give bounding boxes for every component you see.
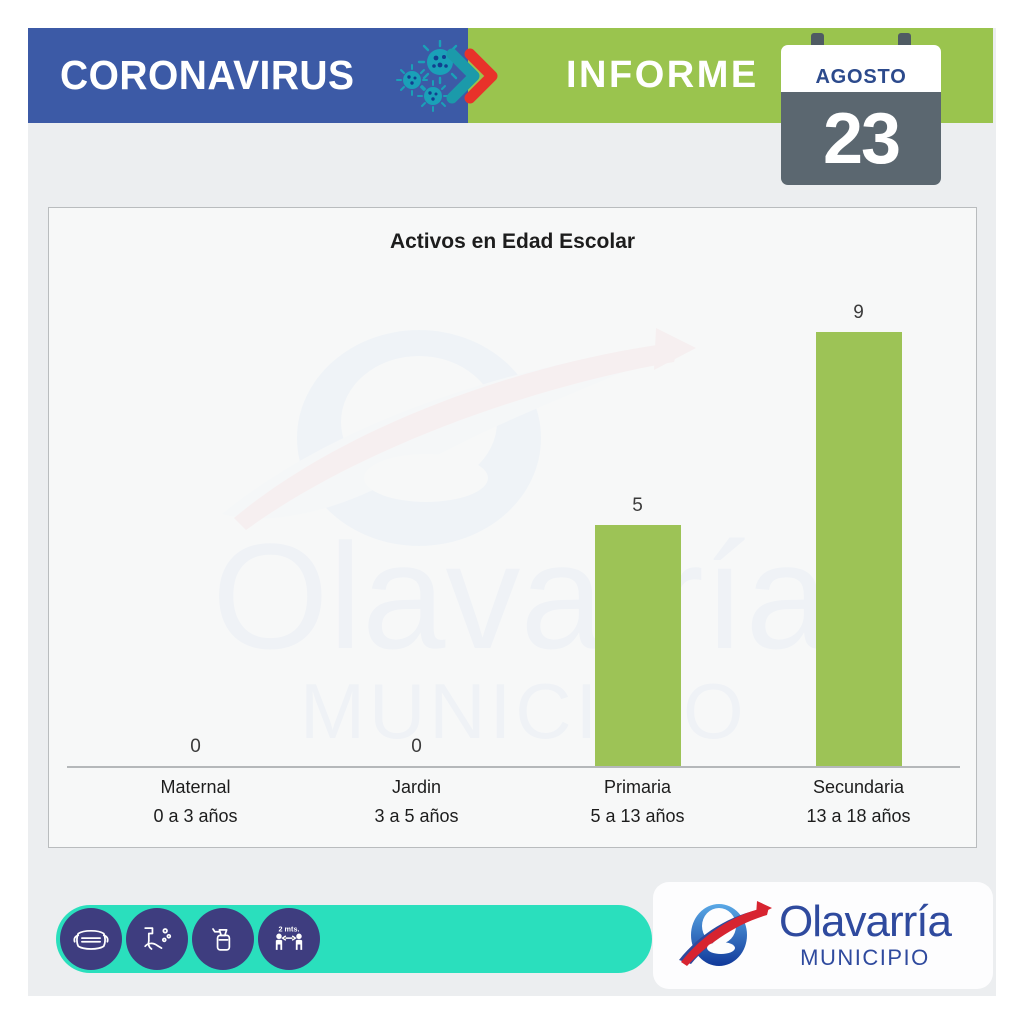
sanitizer-spray-icon [192,908,254,970]
social-distance-icon: 2 mts. [258,908,320,970]
calendar-body: 23 [781,92,941,185]
x-axis-line [67,766,960,768]
bar-slot-primaria: 5 [527,268,748,766]
bar-slot-jardin: 0 [306,268,527,766]
header-blue-panel: CORONAVIRUS [28,28,468,123]
olavarria-logo-text: Olavarría MUNICIPIO [779,897,952,971]
bar-value-primaria: 5 [632,495,643,516]
x-label-jardin: Jardin 3 a 5 años [306,773,527,831]
report-label: INFORME [566,54,759,96]
x-label-maternal-name: Maternal [160,777,231,797]
x-label-maternal-range: 0 a 3 años [153,806,238,826]
calendar-day: 23 [822,98,901,179]
calendar-month: AGOSTO [815,66,907,88]
bar-value-maternal: 0 [190,736,201,757]
calendar-header: AGOSTO [781,45,941,92]
x-label-primaria-range: 5 a 13 años [590,806,685,826]
calendar-date-badge: AGOSTO 23 [781,33,941,185]
x-axis-labels: Maternal 0 a 3 años Jardin 3 a 5 años Pr… [67,773,960,843]
x-label-primaria-name: Primaria [603,777,671,797]
x-label-secundaria: Secundaria 13 a 18 años [748,773,969,831]
page-title: CORONAVIRUS [60,52,355,98]
x-label-secundaria-name: Secundaria [812,777,905,797]
bar-slot-maternal: 0 [85,268,306,766]
x-label-jardin-name: Jardin [391,777,442,797]
bar-primaria[interactable] [594,525,681,766]
olavarria-logo-card: Olavarría MUNICIPIO [653,882,993,989]
x-label-maternal: Maternal 0 a 3 años [85,773,306,831]
x-label-secundaria-range: 13 a 18 años [806,806,911,826]
x-label-primaria: Primaria 5 a 13 años [527,773,748,831]
bar-slot-secundaria: 9 [748,268,969,766]
chart-card: Activos en Edad Escolar Olavarría MUNICI… [48,207,977,848]
bar-secundaria[interactable] [815,332,902,766]
x-label-jardin-range: 3 a 5 años [374,806,459,826]
double-chevron-right-icon [446,48,506,104]
svg-text:2 mts.: 2 mts. [279,925,300,934]
chart-title: Activos en Edad Escolar [389,230,636,253]
bar-value-jardin: 0 [411,736,422,757]
bar-value-secundaria: 9 [853,302,864,323]
logo-name: Olavarría [779,897,952,946]
logo-subtitle: MUNICIPIO [800,945,930,970]
face-mask-icon [60,908,122,970]
bar-chart-plot: 0 0 5 9 [67,268,960,768]
hand-washing-icon [126,908,188,970]
olavarria-swoosh-logo-icon [677,898,773,974]
prevention-measures-bar: 2 mts. [56,905,652,973]
